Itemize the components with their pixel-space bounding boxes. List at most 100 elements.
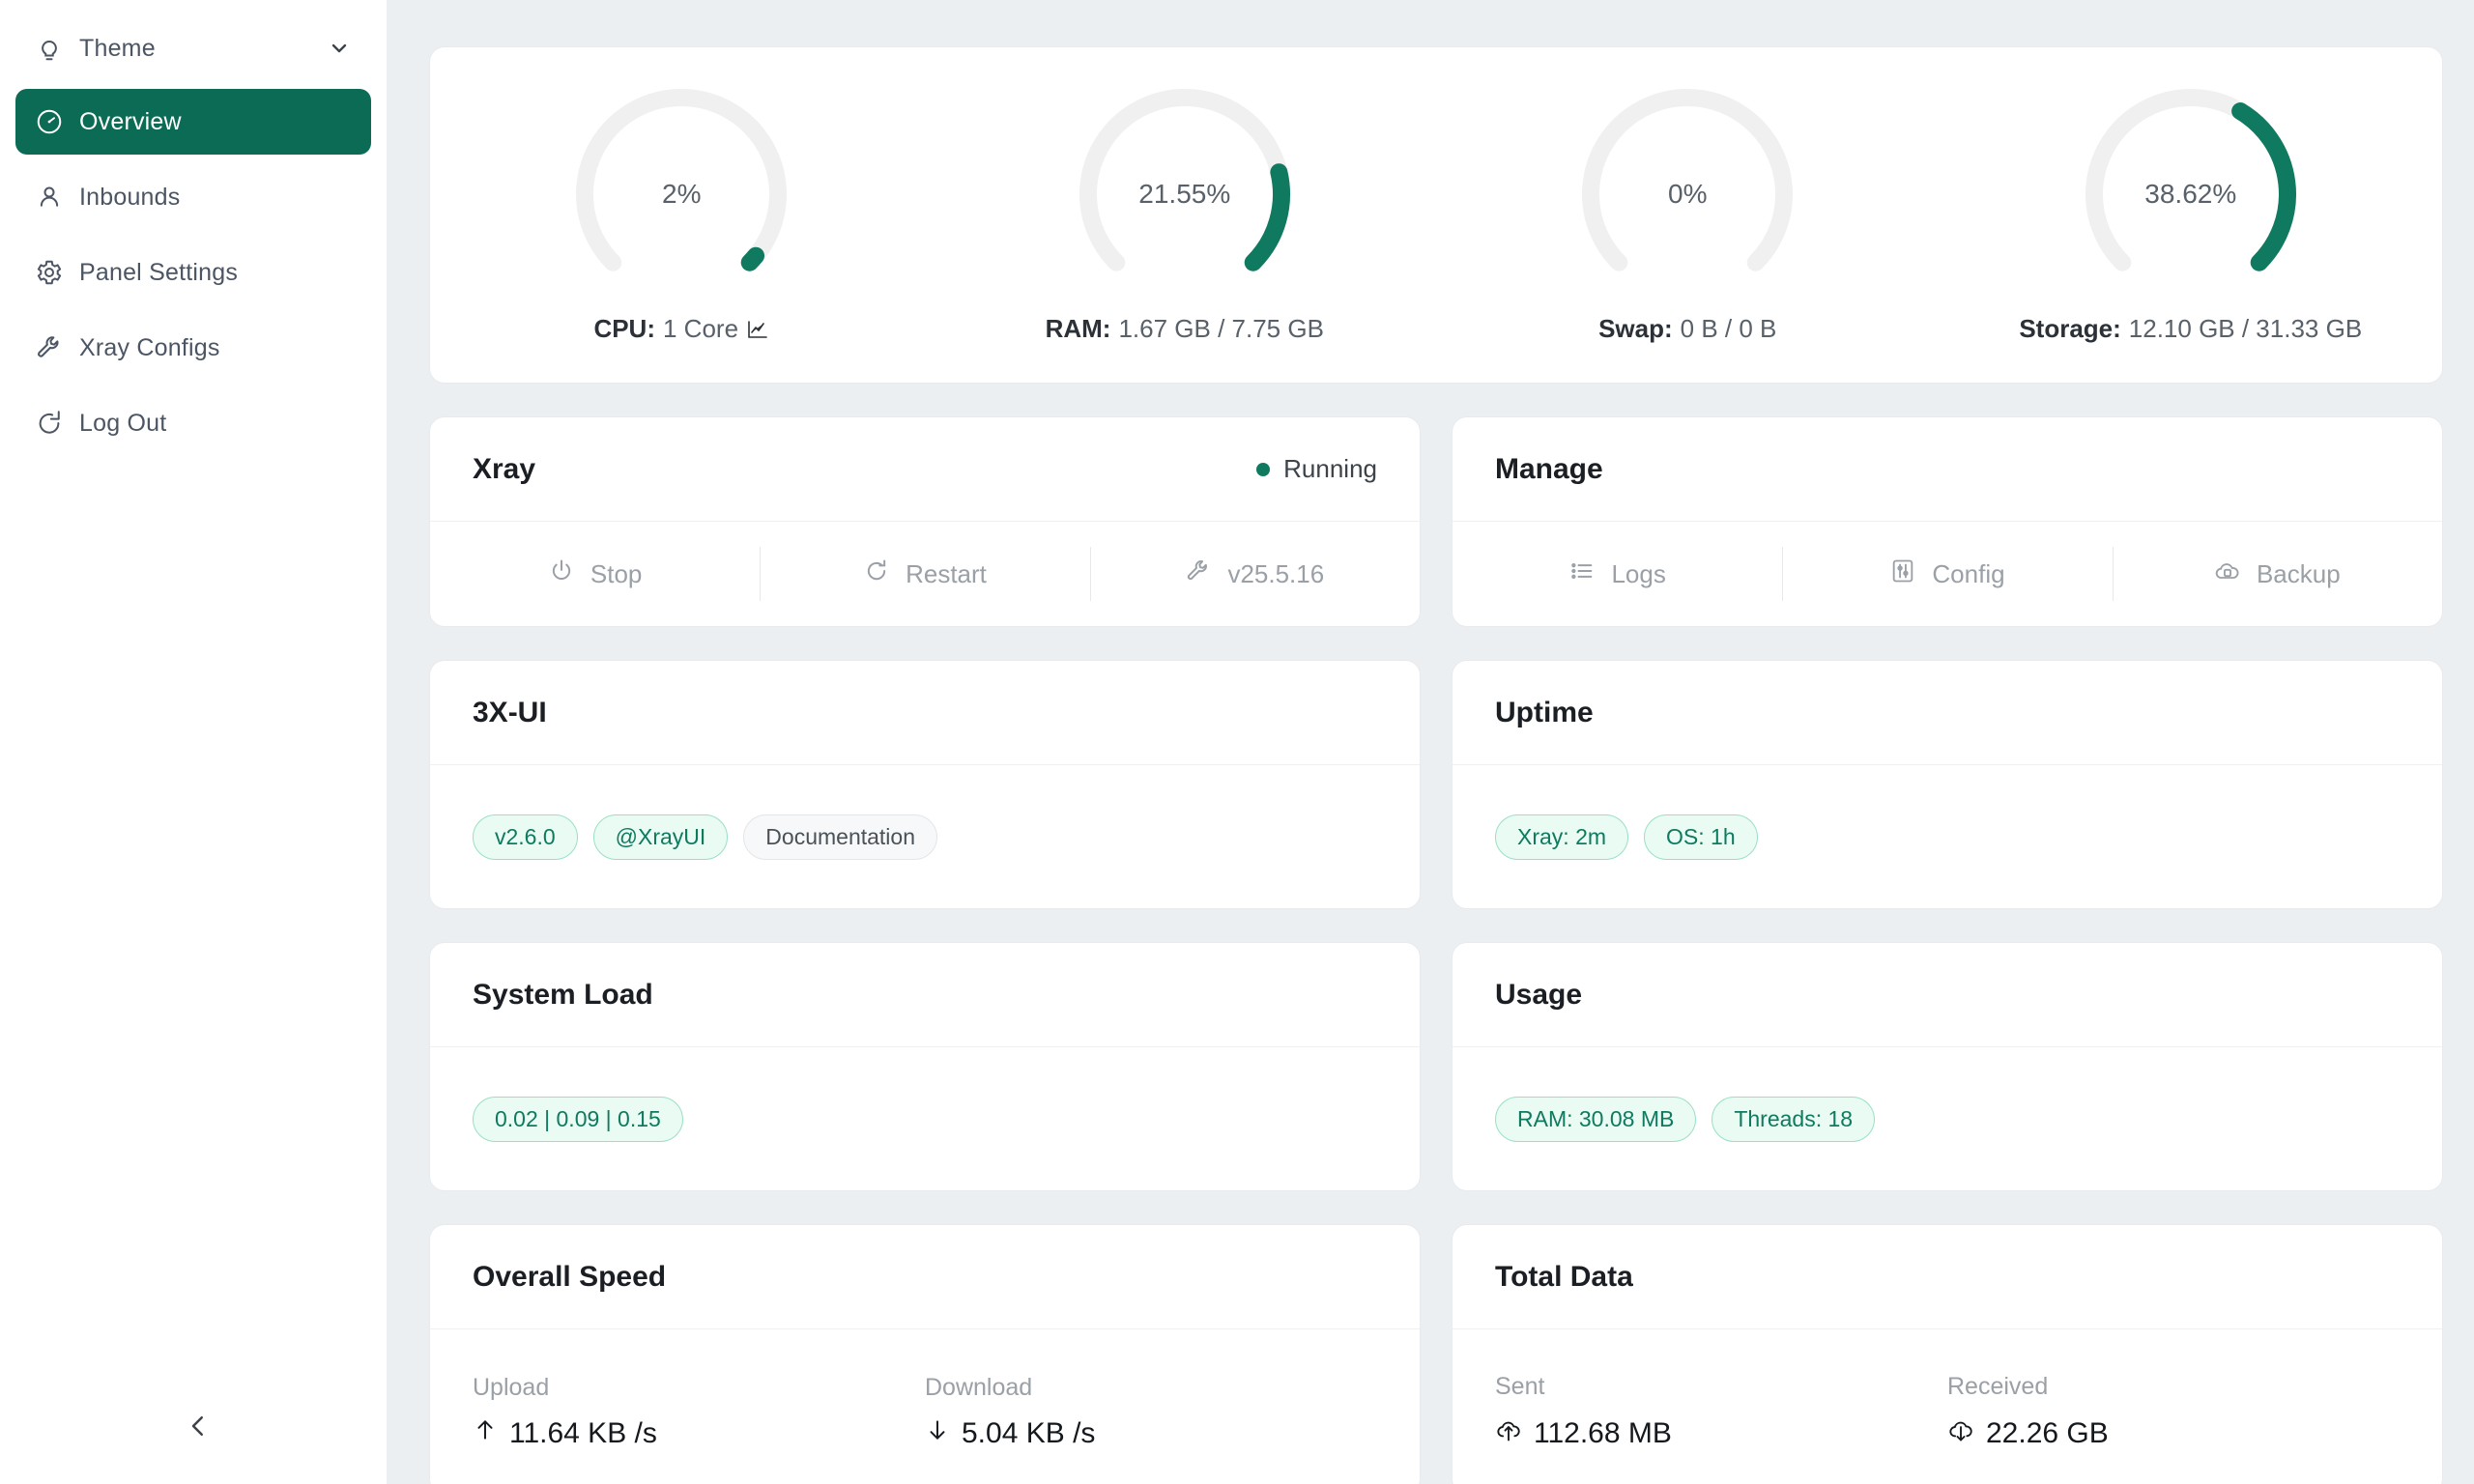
usage-card-header: Usage	[1453, 943, 2442, 1047]
uptime-card-header: Uptime	[1453, 661, 2442, 765]
xray-restart-button[interactable]: Restart	[760, 522, 1089, 626]
download-speed-stat: Download 5.04 KB /s	[925, 1374, 1377, 1450]
cloud-db-icon	[2214, 557, 2241, 591]
threexui-version-tag[interactable]: v2.6.0	[473, 813, 578, 860]
status-label: Running	[1283, 454, 1377, 483]
cloud-upload-icon	[1495, 1416, 1522, 1451]
gauge-label: RAM: 1.67 GB / 7.75 GB	[1045, 314, 1324, 343]
uptime-card: Uptime Xray: 2m OS: 1h	[1452, 660, 2443, 909]
sidebar-item-label: Overview	[79, 107, 182, 135]
user-icon	[35, 183, 70, 212]
threexui-documentation-tag[interactable]: Documentation	[743, 813, 937, 860]
logout-icon	[35, 409, 70, 438]
sent-stat: Sent 112.68 MB	[1495, 1373, 1947, 1451]
system-load-card: System Load 0.02 | 0.09 | 0.15	[429, 942, 1421, 1191]
sidebar-item-panel-settings[interactable]: Panel Settings	[15, 240, 371, 305]
gauge-ring: 0%	[1573, 80, 1801, 308]
status-dot-icon	[1256, 462, 1271, 476]
gauge-swap: 0% Swap: 0 B / 0 B	[1436, 80, 1940, 344]
gauge-label: Storage: 12.10 GB / 31.33 GB	[2019, 314, 2363, 343]
xray-version-button[interactable]: v25.5.16	[1089, 522, 1420, 626]
sidebar-item-log-out[interactable]: Log Out	[15, 390, 371, 456]
power-icon	[548, 557, 575, 591]
usage-ram-tag[interactable]: RAM: 30.08 MB	[1495, 1096, 1697, 1142]
card-title: Manage	[1495, 452, 1603, 485]
sidebar-item-label: Panel Settings	[79, 258, 239, 286]
threexui-card: 3X-UI v2.6.0 @XrayUI Documentation	[429, 660, 1421, 909]
gear-icon	[35, 258, 70, 287]
received-value: 22.26 GB	[1986, 1416, 2109, 1449]
received-value-row: 22.26 GB	[1947, 1416, 2400, 1451]
arrow-down-icon	[925, 1417, 950, 1450]
wrench-icon	[1185, 557, 1212, 591]
manage-backup-button[interactable]: Backup	[2112, 522, 2442, 626]
card-title: Uptime	[1495, 696, 1594, 728]
sidebar-item-inbounds[interactable]: Inbounds	[15, 164, 371, 230]
gauge-ring: 2%	[567, 80, 795, 308]
gauge-ring: 21.55%	[1071, 80, 1299, 308]
manage-card-header: Manage	[1453, 417, 2442, 522]
sent-label: Sent	[1495, 1372, 1545, 1400]
download-speed-label: Download	[925, 1373, 1033, 1401]
download-speed-value: 5.04 KB /s	[962, 1416, 1096, 1449]
xray-card: Xray Running	[429, 416, 1421, 627]
xray-card-header: Xray Running	[430, 417, 1420, 522]
gauge-percent-value: 21.55%	[1138, 179, 1231, 209]
uptime-os-tag[interactable]: OS: 1h	[1644, 813, 1758, 860]
gauge-storage: 38.62% Storage: 12.10 GB / 31.33 GB	[1940, 80, 2443, 344]
chart-icon[interactable]	[746, 318, 769, 341]
status-badge: Running	[1256, 454, 1377, 484]
sidebar-item-label: Xray Configs	[79, 333, 220, 361]
received-label: Received	[1947, 1372, 2049, 1400]
theme-selector[interactable]: Theme	[15, 17, 371, 79]
sidebar-nav: Overview Inbounds Pane	[0, 89, 387, 456]
gauge-percent-value: 0%	[1668, 179, 1708, 209]
sliders-icon	[1889, 557, 1916, 591]
sidebar-item-overview[interactable]: Overview	[15, 89, 371, 155]
gauge-label: Swap: 0 B / 0 B	[1598, 314, 1777, 343]
xray-stop-button[interactable]: Stop	[430, 522, 760, 626]
xray-stop-label: Stop	[590, 558, 643, 588]
sidebar-item-label: Log Out	[79, 409, 167, 437]
chevron-down-icon[interactable]	[327, 37, 352, 60]
upload-speed-stat: Upload 11.64 KB /s	[473, 1374, 925, 1450]
sent-value-row: 112.68 MB	[1495, 1416, 1947, 1451]
download-speed-value-row: 5.04 KB /s	[925, 1417, 1377, 1450]
threexui-telegram-tag[interactable]: @XrayUI	[592, 813, 729, 860]
chevron-left-icon	[184, 1412, 213, 1445]
card-title: System Load	[473, 978, 653, 1011]
cloud-download-icon	[1947, 1416, 1974, 1451]
usage-tags: RAM: 30.08 MB Threads: 18	[1453, 1047, 2442, 1190]
uptime-tags: Xray: 2m OS: 1h	[1453, 765, 2442, 908]
overall-speed-card-header: Overall Speed	[430, 1225, 1420, 1329]
usage-card: Usage RAM: 30.08 MB Threads: 18	[1452, 942, 2443, 1191]
gauge-cpu: 2% CPU: 1 Core	[430, 80, 934, 344]
sidebar-item-xray-configs[interactable]: Xray Configs	[15, 315, 371, 381]
manage-logs-button[interactable]: Logs	[1453, 522, 1782, 626]
sidebar-collapse-button[interactable]	[169, 1399, 227, 1457]
refresh-icon	[863, 557, 890, 591]
card-title: Total Data	[1495, 1260, 1633, 1293]
uptime-xray-tag[interactable]: Xray: 2m	[1495, 813, 1629, 860]
system-load-average-tag[interactable]: 0.02 | 0.09 | 0.15	[473, 1096, 683, 1142]
list-icon	[1568, 557, 1596, 591]
overall-speed-card: Overall Speed Upload 11.64	[429, 1224, 1421, 1484]
manage-backup-label: Backup	[2256, 558, 2341, 588]
card-title: Xray	[473, 452, 536, 485]
upload-speed-label: Upload	[473, 1373, 550, 1401]
main-content: 2% CPU: 1 Core 21.55% RAM: 1.67 GB / 7.75 GB 0…	[387, 0, 2474, 1484]
manage-config-button[interactable]: Config	[1782, 522, 2112, 626]
manage-card: Manage Logs	[1452, 416, 2443, 627]
total-data-card-header: Total Data	[1453, 1225, 2442, 1329]
sidebar: Theme Overview	[0, 0, 387, 1484]
upload-speed-value-row: 11.64 KB /s	[473, 1417, 925, 1450]
manage-logs-label: Logs	[1611, 558, 1666, 588]
gauge-row: 2% CPU: 1 Core 21.55% RAM: 1.67 GB / 7.75 GB 0…	[430, 80, 2442, 344]
manage-config-label: Config	[1932, 558, 2005, 588]
left-column: Xray Running	[429, 416, 1421, 1484]
theme-label: Theme	[79, 34, 156, 62]
card-title: 3X-UI	[473, 696, 547, 728]
gauge-ring: 38.62%	[2077, 80, 2305, 308]
received-stat: Received 22.26 GB	[1947, 1373, 2400, 1451]
usage-threads-tag[interactable]: Threads: 18	[1712, 1096, 1876, 1142]
